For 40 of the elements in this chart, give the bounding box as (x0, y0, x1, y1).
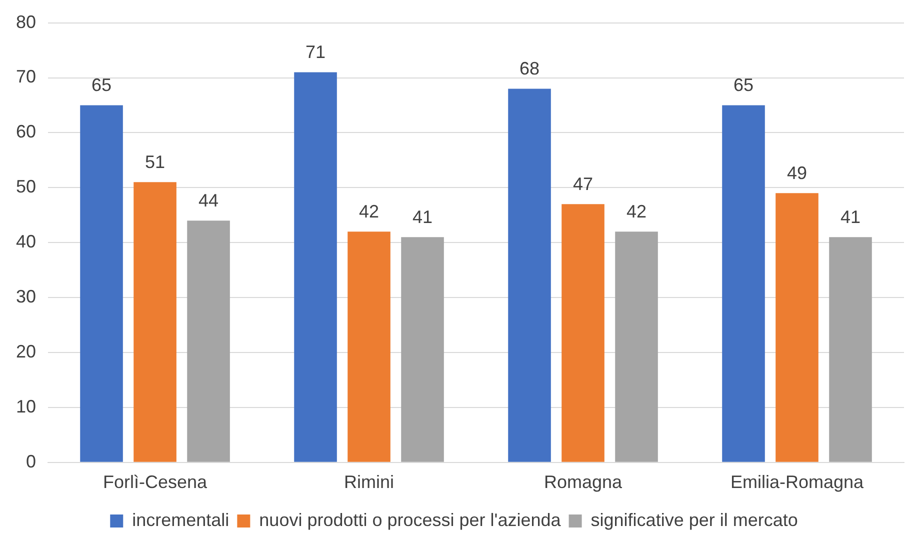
data-label: 65 (92, 75, 112, 96)
data-label: 71 (306, 42, 326, 62)
bar (776, 193, 818, 462)
y-tick-label: 30 (16, 286, 36, 307)
bar (294, 72, 337, 462)
y-tick-label: 40 (16, 232, 36, 252)
data-label: 51 (145, 152, 166, 172)
x-tick-label: Forlì-Cesena (102, 472, 208, 492)
bar (508, 88, 551, 462)
bar (562, 204, 604, 462)
x-tick-label: Romagna (544, 472, 624, 492)
y-tick-label: 60 (16, 122, 36, 142)
data-label: 68 (519, 58, 540, 79)
bar (187, 220, 230, 462)
data-label: 41 (412, 207, 433, 228)
bar (348, 232, 390, 462)
legend-label: nuovi prodotti o processi per l'azienda (259, 510, 562, 530)
data-label: 42 (626, 202, 647, 222)
legend-label: incrementali (132, 510, 230, 530)
data-label: 41 (840, 207, 861, 228)
y-tick-label: 80 (16, 12, 36, 32)
data-label: 44 (198, 190, 219, 211)
bar (615, 232, 658, 462)
data-label: 49 (786, 163, 808, 184)
data-label: 42 (359, 202, 380, 222)
x-tick-label: Rimini (344, 472, 394, 492)
x-tick-label: Emilia-Romagna (730, 472, 865, 492)
y-tick-label: 0 (26, 451, 36, 472)
data-label: 65 (733, 75, 754, 96)
bar (134, 182, 176, 462)
data-label: 47 (572, 174, 594, 194)
bar (80, 105, 123, 462)
bar (401, 237, 444, 462)
bar (722, 105, 765, 462)
bar (829, 237, 872, 462)
y-tick-label: 20 (16, 341, 36, 362)
legend-label: significative per il mercato (590, 510, 798, 530)
y-tick-label: 10 (16, 396, 36, 416)
y-tick-label: 70 (16, 66, 36, 87)
y-tick-label: 50 (16, 176, 36, 197)
